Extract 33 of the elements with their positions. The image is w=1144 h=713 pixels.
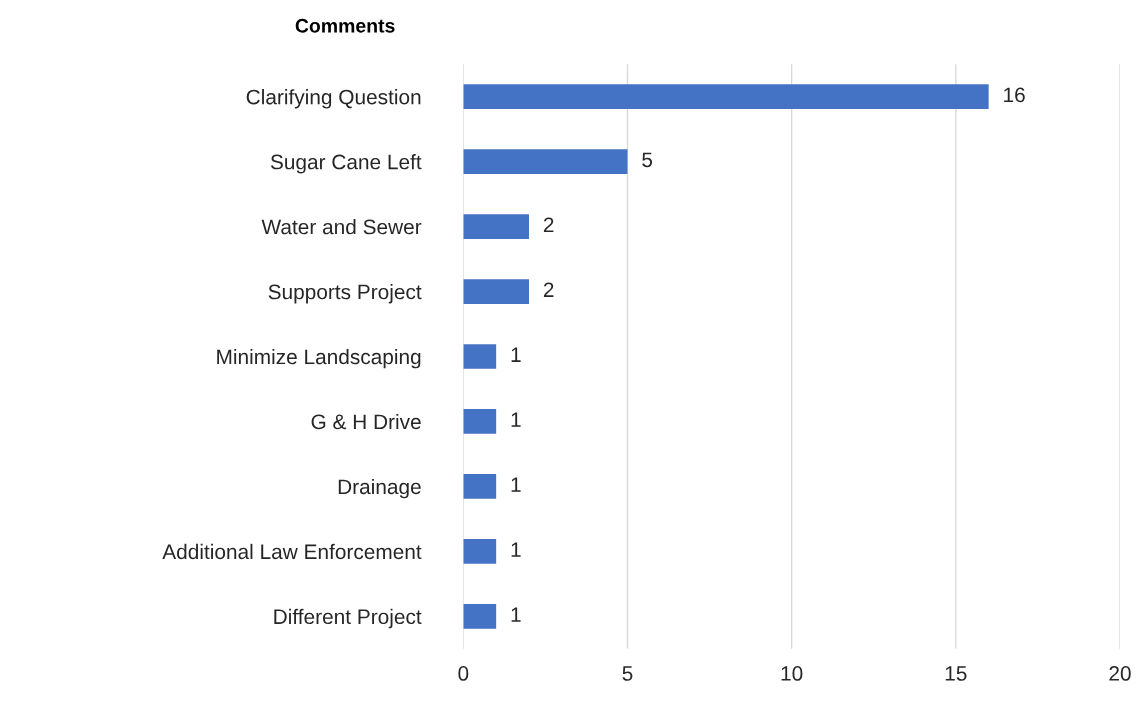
y-tick-label: Supports Project xyxy=(268,283,422,304)
data-label: 1 xyxy=(511,477,521,492)
data-label: 2 xyxy=(543,282,554,297)
chart-title: Comments xyxy=(295,18,395,33)
y-tick-label: Sugar Cane Left xyxy=(270,154,422,174)
y-tick-label: Clarifying Question xyxy=(246,89,421,109)
x-tick-label: 0 xyxy=(458,666,469,681)
bar xyxy=(463,344,497,369)
data-label: 2 xyxy=(543,217,554,232)
data-label: 1 xyxy=(511,542,521,557)
x-tick-label: 20 xyxy=(1109,666,1131,681)
bar xyxy=(463,539,497,564)
data-label: 1 xyxy=(511,412,521,427)
bar xyxy=(463,149,628,174)
bar xyxy=(463,604,497,629)
data-label: 5 xyxy=(642,152,653,168)
x-tick-label: 10 xyxy=(781,666,803,681)
y-tick-label: Water and Sewer xyxy=(261,219,422,235)
y-tick-label: Different Project xyxy=(274,608,422,629)
data-label: 1 xyxy=(511,347,521,362)
bar xyxy=(463,279,529,304)
y-tick-label: Additional Law Enforcement xyxy=(162,543,422,560)
bar xyxy=(463,214,529,239)
y-tick-label: Minimize Landscaping xyxy=(217,348,421,369)
data-label: 1 xyxy=(511,607,521,622)
x-tick-label: 15 xyxy=(945,666,967,681)
bar xyxy=(463,84,989,109)
x-tick-label: 5 xyxy=(622,666,633,681)
bar xyxy=(463,409,497,434)
data-label: 16 xyxy=(1004,87,1025,103)
y-tick-label: G & H Drive xyxy=(311,413,421,430)
bar xyxy=(463,474,497,499)
y-tick-label: Drainage xyxy=(338,478,421,499)
